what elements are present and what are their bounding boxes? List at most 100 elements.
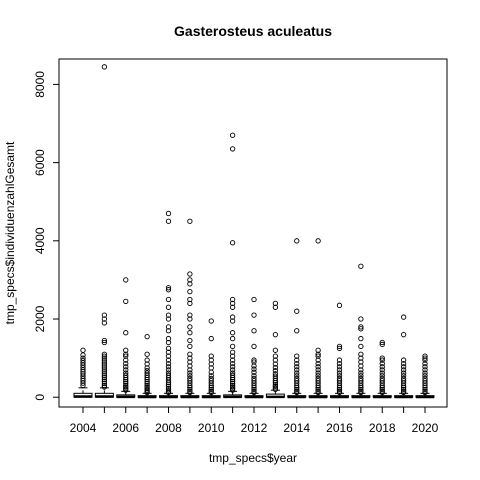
outlier-point <box>358 326 364 332</box>
outlier-point <box>229 384 236 390</box>
outlier-point <box>272 361 279 367</box>
outlier-point <box>315 367 321 373</box>
outlier-point <box>165 388 172 395</box>
outlier-point <box>123 330 129 336</box>
outlier-point <box>80 371 86 377</box>
box-2006 <box>116 277 136 399</box>
box-2008 <box>159 210 178 399</box>
outlier-point <box>229 314 236 320</box>
outlier-point <box>208 386 214 393</box>
outlier-point <box>294 360 300 367</box>
outlier-point <box>165 367 172 373</box>
outlier-point <box>101 351 108 357</box>
outlier-point <box>229 318 236 324</box>
outlier-point <box>336 357 343 363</box>
outlier-point <box>400 364 407 370</box>
outlier-point <box>336 388 343 394</box>
outlier-point <box>123 380 129 387</box>
outlier-point <box>272 347 279 353</box>
outlier-point <box>165 287 172 293</box>
outlier-point <box>187 386 193 393</box>
x-tick-label: 2014 <box>283 421 310 435</box>
outlier-point <box>187 330 193 336</box>
outlier-point <box>400 375 407 382</box>
outlier-point <box>315 375 321 382</box>
outlier-point <box>123 384 129 390</box>
outlier-point <box>123 360 129 367</box>
outlier-point <box>272 353 279 359</box>
box-2020 <box>415 353 435 399</box>
outlier-point <box>294 308 300 314</box>
box-2015 <box>308 238 328 399</box>
outlier-point <box>336 343 343 350</box>
outlier-point <box>101 320 108 326</box>
outlier-point <box>208 353 214 359</box>
box-2014 <box>287 238 307 399</box>
outlier-point <box>315 360 321 367</box>
outlier-point <box>165 387 172 393</box>
outlier-point <box>229 378 236 385</box>
outlier-point <box>251 343 257 350</box>
outlier-point <box>123 370 129 376</box>
outlier-point <box>101 369 108 375</box>
outlier-point <box>187 312 193 318</box>
outlier-point <box>294 353 300 359</box>
outlier-point <box>144 361 150 367</box>
outlier-point <box>144 367 150 374</box>
outlier-point <box>187 389 193 396</box>
outlier-point <box>358 359 364 365</box>
outlier-point <box>272 364 279 371</box>
outlier-point <box>165 364 172 370</box>
outlier-point <box>101 363 108 369</box>
outlier-point <box>101 373 108 379</box>
outlier-point <box>229 380 236 387</box>
outlier-point <box>187 296 193 303</box>
outlier-point <box>101 376 108 383</box>
outlier-point <box>422 364 428 370</box>
outlier-point <box>272 373 279 379</box>
outlier-point <box>379 355 385 361</box>
outlier-point <box>165 383 172 389</box>
outlier-point <box>165 316 172 322</box>
outlier-point <box>315 238 321 244</box>
outlier-point <box>165 349 172 355</box>
outlier-point <box>144 333 150 340</box>
outlier-point <box>101 375 108 381</box>
outlier-point <box>422 355 428 361</box>
box-2004 <box>73 347 93 398</box>
outlier-point <box>144 357 150 363</box>
outlier-point <box>358 363 364 369</box>
outlier-point <box>315 386 321 393</box>
outlier-point <box>422 360 428 367</box>
outlier-point <box>208 335 214 342</box>
outlier-point <box>379 360 385 367</box>
outlier-point <box>400 389 407 396</box>
outlier-point <box>294 386 300 393</box>
outlier-point <box>379 341 385 348</box>
outlier-point <box>123 351 129 357</box>
outlier-point <box>144 380 150 387</box>
outlier-point <box>208 373 214 379</box>
outlier-point <box>144 378 150 385</box>
outlier-point <box>165 345 172 351</box>
outlier-point <box>400 367 407 373</box>
outlier-point <box>315 388 321 394</box>
outlier-point <box>336 364 343 370</box>
box-2017 <box>351 263 371 399</box>
outlier-point <box>208 318 214 324</box>
outlier-point <box>315 347 321 353</box>
outlier-point <box>272 304 279 310</box>
outlier-point <box>400 360 407 367</box>
outlier-point <box>101 316 108 322</box>
outlier-point <box>294 389 300 396</box>
outlier-point <box>101 355 108 361</box>
outlier-point <box>123 298 129 305</box>
x-tick-label: 2006 <box>112 421 139 435</box>
outlier-point <box>251 357 257 363</box>
outlier-point <box>315 364 321 370</box>
outlier-point <box>187 337 193 344</box>
outlier-point <box>80 355 86 361</box>
box-2019 <box>394 314 414 399</box>
outlier-point <box>144 365 150 371</box>
outlier-point <box>165 339 172 346</box>
